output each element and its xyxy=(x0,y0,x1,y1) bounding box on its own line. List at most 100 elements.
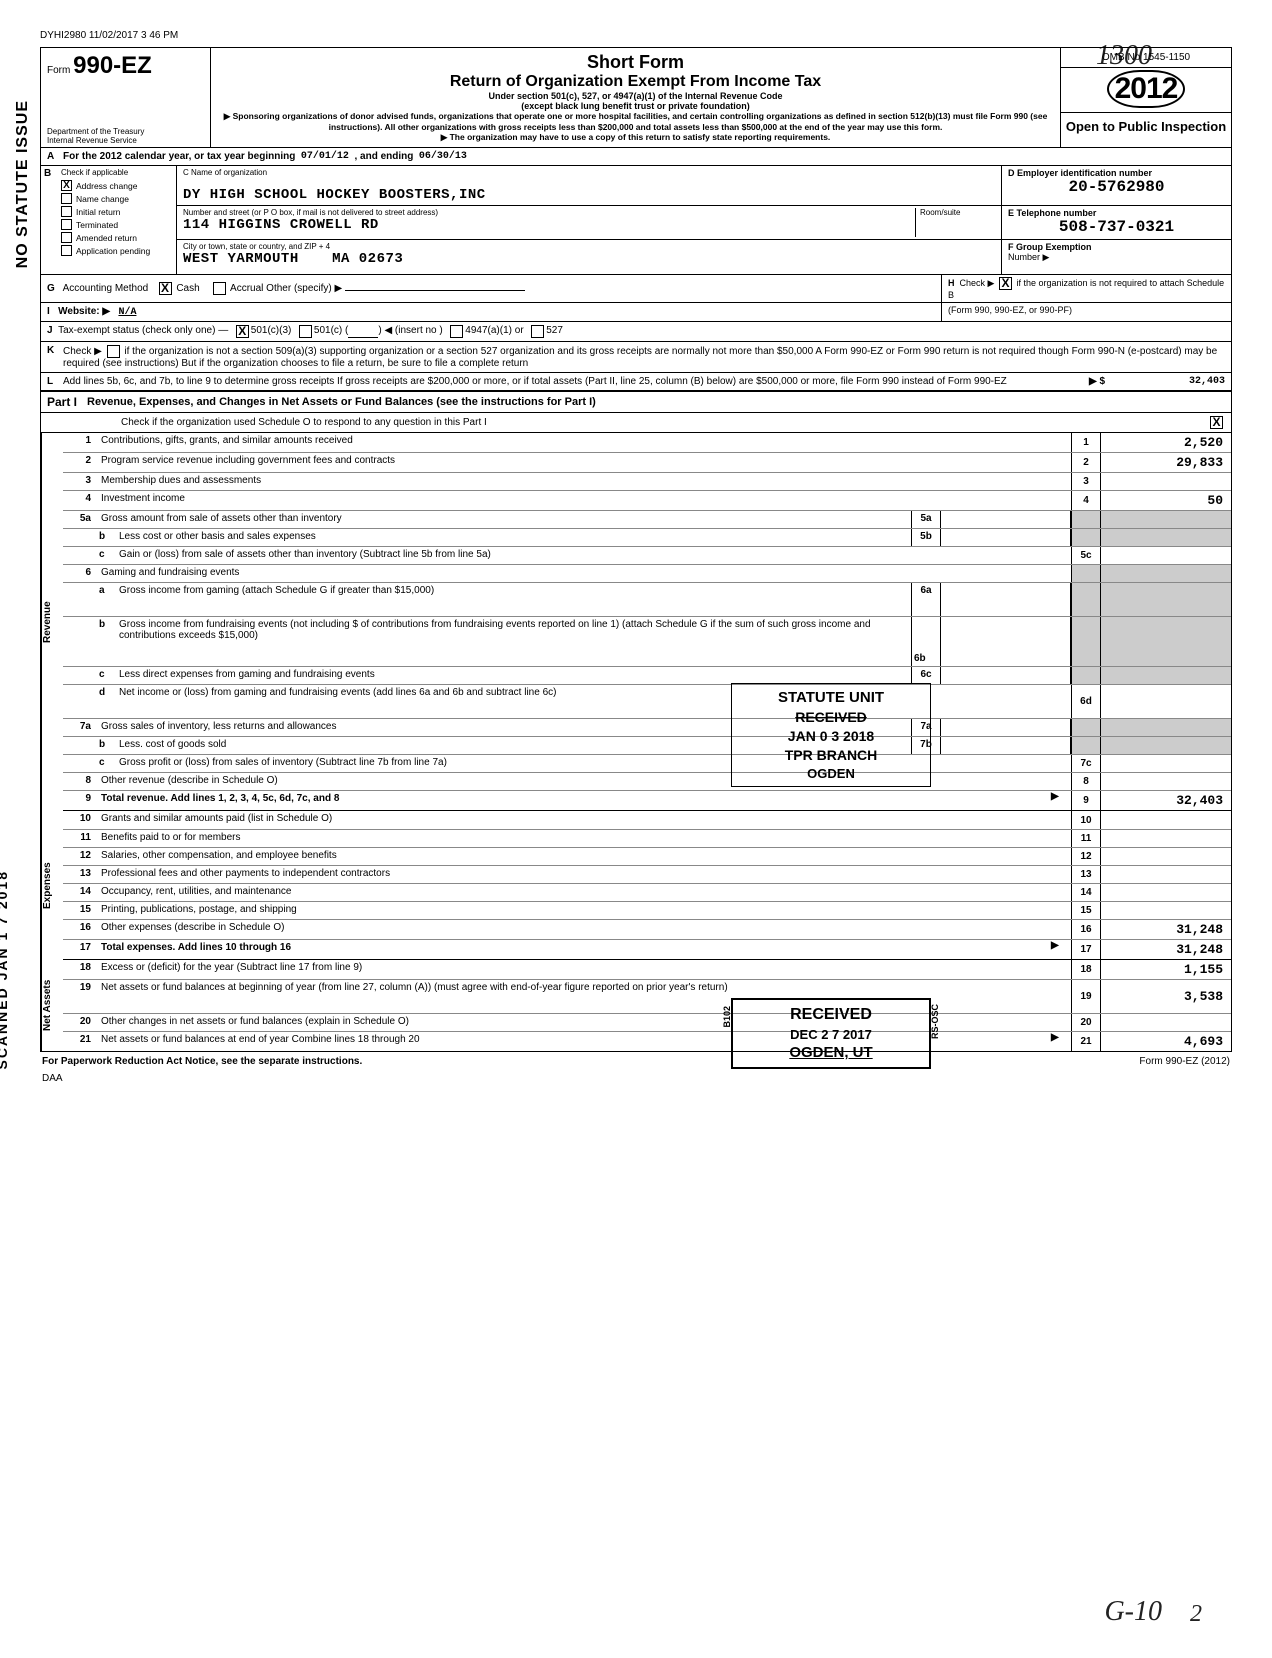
ln14-val xyxy=(1101,884,1231,901)
subtitle-2: (except black lung benefit trust or priv… xyxy=(219,101,1052,111)
checkbox-4947[interactable] xyxy=(450,325,463,338)
ln18-rn: 18 xyxy=(1071,960,1101,979)
form-990ez: STATUTE UNIT RECEIVED JAN 0 3 2018 TPR B… xyxy=(40,47,1232,1052)
ln1-val: 2,520 xyxy=(1101,433,1231,452)
ln6a-desc: Gross income from gaming (attach Schedul… xyxy=(115,583,911,616)
open-to-public: Open to Public Inspection xyxy=(1061,113,1231,140)
ln10-rn: 10 xyxy=(1071,811,1101,829)
l-text: Add lines 5b, 6c, and 7b, to line 9 to d… xyxy=(63,376,1045,387)
ln5c-rn: 5c xyxy=(1071,547,1101,564)
ln3-num: 3 xyxy=(63,473,97,490)
label-amended: Amended return xyxy=(76,233,137,243)
checkbox-amended[interactable] xyxy=(61,232,72,243)
form-header: Form 990-EZ Department of the Treasury I… xyxy=(41,48,1231,148)
ln8-num: 8 xyxy=(63,773,97,790)
ln6a-mn: 6a xyxy=(911,583,941,616)
accounting-method-label: Accounting Method xyxy=(63,283,149,294)
ln4-rn: 4 xyxy=(1071,491,1101,510)
h-text-3: (Form 990, 990-EZ, or 990-PF) xyxy=(941,303,1231,321)
ln13-val xyxy=(1101,866,1231,883)
check-if-applicable: Check if applicable xyxy=(61,168,172,177)
k-check-label: Check ▶ xyxy=(63,346,102,357)
group-exemption-number: Number ▶ xyxy=(1008,252,1225,263)
ln5c-val xyxy=(1101,547,1231,564)
checkbox-h[interactable]: X xyxy=(999,277,1012,290)
l-arrow: ▶ $ xyxy=(1045,376,1105,387)
ln15-num: 15 xyxy=(63,902,97,919)
ln9-arrow: ▶ xyxy=(1051,791,1071,810)
ln7b-num: b xyxy=(97,737,115,754)
checkbox-cash[interactable]: X xyxy=(159,282,172,295)
ln9-num: 9 xyxy=(63,791,97,810)
checkbox-address-change[interactable]: X xyxy=(61,180,72,191)
ln14-desc: Occupancy, rent, utilities, and maintena… xyxy=(97,884,1071,901)
ln16-desc: Other expenses (describe in Schedule O) xyxy=(97,920,1071,939)
ln14-num: 14 xyxy=(63,884,97,901)
tax-exempt-label: Tax-exempt status (check only one) — xyxy=(58,325,228,338)
checkbox-501c[interactable] xyxy=(299,325,312,338)
ln9-val: 32,403 xyxy=(1101,791,1231,810)
checkbox-527[interactable] xyxy=(531,325,544,338)
short-form-label: Short Form xyxy=(219,52,1052,73)
checks-column: Check if applicable XAddress change Name… xyxy=(57,166,177,274)
org-name: DY HIGH SCHOOL HOCKEY BOOSTERS,INC xyxy=(183,187,995,203)
ln14-rn: 14 xyxy=(1071,884,1101,901)
g-label: G xyxy=(47,283,55,294)
checkbox-schedule-o[interactable]: X xyxy=(1210,416,1223,429)
requirements-text: ▶ The organization may have to use a cop… xyxy=(219,132,1052,143)
checkbox-k[interactable] xyxy=(107,345,120,358)
ln5c-desc: Gain or (loss) from sale of assets other… xyxy=(115,547,1071,564)
ln12-val xyxy=(1101,848,1231,865)
street-address: 114 HIGGINS CROWELL RD xyxy=(183,217,915,233)
ln17-rn: 17 xyxy=(1071,940,1101,959)
h-check-label: Check ▶ xyxy=(960,278,995,288)
ln8-val xyxy=(1101,773,1231,790)
checkbox-initial-return[interactable] xyxy=(61,206,72,217)
label-cash: Cash xyxy=(176,283,199,294)
side-annotation-no-statute: NO STATUTE ISSUE xyxy=(14,100,32,268)
ln5a-mn: 5a xyxy=(911,511,941,528)
header-left: Form 990-EZ Department of the Treasury I… xyxy=(41,48,211,147)
checkbox-accrual[interactable] xyxy=(213,282,226,295)
checkbox-name-change[interactable] xyxy=(61,193,72,204)
checkbox-terminated[interactable] xyxy=(61,219,72,230)
ln5b-num: b xyxy=(97,529,115,546)
label-527: 527 xyxy=(546,325,563,338)
label-501c3: 501(c)(3) xyxy=(251,325,292,338)
ln2-rn: 2 xyxy=(1071,453,1101,472)
ln17-arrow: ▶ xyxy=(1051,940,1071,959)
ln12-num: 12 xyxy=(63,848,97,865)
right-column-def: D Employer identification number 20-5762… xyxy=(1001,166,1231,274)
footer-daa: DAA xyxy=(40,1071,1232,1086)
ln21-num: 21 xyxy=(63,1032,97,1051)
stamp-received-ogden: B102 RS-OSC RECEIVED DEC 2 7 2017 OGDEN,… xyxy=(731,998,931,1069)
city: WEST YARMOUTH xyxy=(183,251,299,267)
label-name-change: Name change xyxy=(76,194,129,204)
l-label: L xyxy=(47,376,53,387)
ln15-desc: Printing, publications, postage, and shi… xyxy=(97,902,1071,919)
ln6-num: 6 xyxy=(63,565,97,582)
row-j: J Tax-exempt status (check only one) — X… xyxy=(41,322,1231,342)
part-1-body: Revenue 1Contributions, gifts, grants, a… xyxy=(41,433,1231,811)
netassets-body: Net Assets 18Excess or (deficit) for the… xyxy=(41,960,1231,1051)
ln8-rn: 8 xyxy=(1071,773,1101,790)
checkbox-pending[interactable] xyxy=(61,245,72,256)
omb-number: OMB No 1545-1150 xyxy=(1061,48,1231,68)
ln1-desc: Contributions, gifts, grants, and simila… xyxy=(97,433,1071,452)
ln15-val xyxy=(1101,902,1231,919)
year-box: 2012 xyxy=(1061,68,1231,113)
phone-value: 508-737-0321 xyxy=(1008,218,1225,236)
subtitle-1: Under section 501(c), 527, or 4947(a)(1)… xyxy=(219,91,1052,101)
side-stamp-scanned: SCANNED JAN 1 7 2018 xyxy=(0,870,10,1070)
check-o-text: Check if the organization used Schedule … xyxy=(121,417,1208,428)
ln3-desc: Membership dues and assessments xyxy=(97,473,1071,490)
ln10-desc: Grants and similar amounts paid (list in… xyxy=(97,811,1071,829)
ln7c-val xyxy=(1101,755,1231,772)
row-l: L Add lines 5b, 6c, and 7b, to line 9 to… xyxy=(41,373,1231,391)
label-501c: 501(c) ( xyxy=(314,325,348,338)
row-g-h: G Accounting Method X Cash Accrual Other… xyxy=(41,274,1231,303)
checkbox-501c3[interactable]: X xyxy=(236,325,249,338)
return-title: Return of Organization Exempt From Incom… xyxy=(219,73,1052,91)
ln5a-num: 5a xyxy=(63,511,97,528)
ln4-num: 4 xyxy=(63,491,97,510)
